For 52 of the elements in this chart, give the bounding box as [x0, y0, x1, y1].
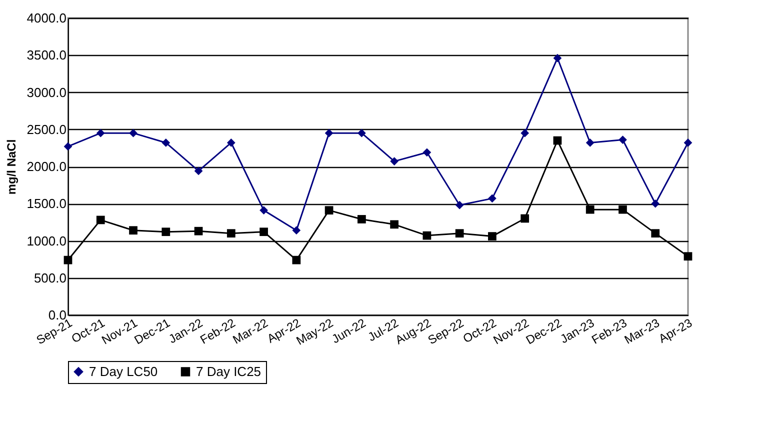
point	[194, 166, 203, 176]
point	[129, 226, 138, 235]
point	[96, 216, 105, 224]
point	[586, 205, 594, 214]
point	[260, 206, 268, 214]
point	[651, 229, 660, 238]
point	[684, 138, 692, 147]
y-tick-label: 2500.0	[26, 122, 66, 137]
point	[64, 142, 72, 151]
point	[64, 256, 72, 264]
y-tick-label: 3000.0	[26, 84, 66, 100]
point	[162, 228, 170, 236]
point	[324, 206, 334, 214]
point	[586, 138, 594, 147]
point	[260, 228, 268, 236]
y-tick-label: 4000.0	[26, 10, 66, 26]
point	[618, 136, 627, 144]
point	[358, 128, 366, 138]
point	[358, 215, 366, 224]
point	[194, 226, 203, 236]
legend-label: 7 Day LC50	[89, 364, 158, 379]
point	[651, 199, 660, 208]
point	[129, 128, 138, 138]
legend-label: 7 Day IC25	[196, 364, 262, 379]
point	[455, 229, 464, 238]
point	[292, 226, 301, 235]
point	[520, 214, 530, 223]
point	[226, 229, 236, 238]
point	[292, 256, 301, 264]
point	[488, 232, 496, 240]
point	[226, 138, 236, 147]
point	[162, 138, 170, 147]
point	[390, 157, 398, 166]
y-tick-label: 1500.0	[26, 196, 66, 212]
point	[455, 200, 464, 210]
point	[488, 194, 496, 203]
y-tick-label: 3500.0	[26, 48, 66, 63]
point	[684, 252, 692, 261]
point	[422, 148, 432, 157]
point	[553, 54, 562, 62]
point	[520, 128, 530, 138]
y-tick-label: 1000.0	[26, 233, 66, 248]
point	[618, 205, 627, 214]
point	[96, 128, 105, 138]
y-tick-label: 2000.0	[26, 159, 66, 174]
point	[390, 220, 398, 229]
point	[324, 128, 334, 138]
y-tick-label: 0.0	[48, 308, 66, 322]
point	[422, 231, 432, 240]
point	[553, 136, 562, 145]
y-axis-title: mg/l NaCl	[4, 139, 19, 195]
y-tick-label: 500.0	[34, 270, 66, 286]
